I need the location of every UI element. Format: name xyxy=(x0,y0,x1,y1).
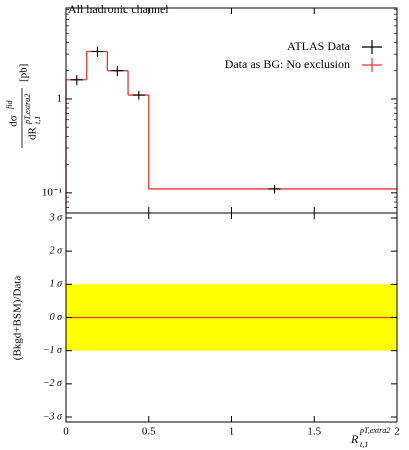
x-tick-label: 1 xyxy=(229,426,235,438)
data-point xyxy=(111,65,124,77)
x-tick-label: 2 xyxy=(394,426,400,438)
ylabel-unit: [pb] xyxy=(18,64,30,82)
ratio-y-axis-label: (Bkgd+BSM)/Data xyxy=(12,276,24,361)
y-tick-label: 10⁻¹ xyxy=(42,186,62,198)
legend-label: Data as BG: No exclusion xyxy=(225,57,350,71)
legend-marker xyxy=(362,58,382,72)
data-point xyxy=(132,90,145,100)
legend-label: ATLAS Data xyxy=(287,39,351,53)
y-tick-label: 3 σ xyxy=(49,212,64,223)
data-point xyxy=(70,74,83,86)
legend-marker xyxy=(362,40,382,54)
x-axis-label: R xyxy=(350,432,359,446)
data-point xyxy=(268,184,281,194)
ylabel-denominator: dR xyxy=(27,127,39,141)
y-tick-label: −2 σ xyxy=(43,378,63,389)
ylabel-numerator: dσ xyxy=(8,115,20,127)
x-tick-label: 0 xyxy=(63,426,69,438)
plot-frame xyxy=(65,212,398,423)
y-tick-label: 2 σ xyxy=(50,245,64,256)
data-point xyxy=(91,46,104,57)
y-axis-label: dσ fid dR t,1 pT,extra2 [pb] xyxy=(5,64,42,148)
x-axis-label-sup: pT,extra2 xyxy=(359,426,390,435)
x-tick-label: 1.5 xyxy=(307,426,321,438)
chart-title: All hadronic channel xyxy=(68,2,169,16)
x-axis-label-sub: t,1 xyxy=(360,440,368,449)
y-tick-label: 0 σ xyxy=(50,312,64,323)
ylabel-denominator-sub: t,1 xyxy=(33,116,42,124)
y-tick-label: 1 xyxy=(57,92,63,104)
ylabel-numerator-sup: fid xyxy=(5,100,14,109)
y-tick-label: −3 σ xyxy=(43,411,63,422)
x-tick-label: 0.5 xyxy=(142,426,156,438)
ylabel-denominator-sup: pT,extra2 xyxy=(23,94,32,125)
y-tick-label: −1 σ xyxy=(43,345,63,356)
y-tick-label: 1 σ xyxy=(50,279,64,290)
